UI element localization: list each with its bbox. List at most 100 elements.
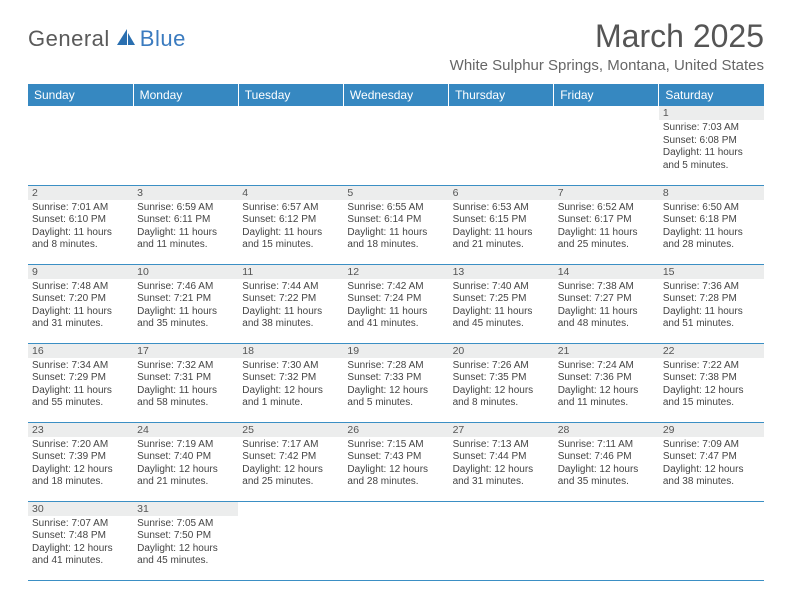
day-line: Daylight: 11 hours: [663, 306, 760, 319]
day-line: and 18 minutes.: [32, 476, 129, 489]
day-line: and 1 minute.: [242, 397, 339, 410]
day-line: Daylight: 11 hours: [347, 306, 444, 319]
day-line: Sunrise: 7:36 AM: [663, 281, 760, 294]
day-content: [659, 516, 764, 521]
day-line: Daylight: 11 hours: [663, 227, 760, 240]
day-number: [449, 502, 554, 516]
calendar-cell: [343, 501, 448, 580]
day-line: Sunrise: 7:13 AM: [453, 439, 550, 452]
calendar-cell: [133, 106, 238, 185]
day-number: 16: [28, 344, 133, 358]
day-line: and 45 minutes.: [137, 555, 234, 568]
day-line: Daylight: 11 hours: [137, 385, 234, 398]
day-line: Sunrise: 7:46 AM: [137, 281, 234, 294]
calendar-cell: 28Sunrise: 7:11 AMSunset: 7:46 PMDayligh…: [554, 422, 659, 501]
day-line: Sunset: 7:31 PM: [137, 372, 234, 385]
day-line: Sunrise: 7:01 AM: [32, 202, 129, 215]
day-line: Sunrise: 7:40 AM: [453, 281, 550, 294]
day-line: Sunrise: 7:24 AM: [558, 360, 655, 373]
day-number: 14: [554, 265, 659, 279]
calendar-cell: 4Sunrise: 6:57 AMSunset: 6:12 PMDaylight…: [238, 185, 343, 264]
calendar-cell: 25Sunrise: 7:17 AMSunset: 7:42 PMDayligh…: [238, 422, 343, 501]
day-line: Sunset: 6:12 PM: [242, 214, 339, 227]
day-line: Daylight: 12 hours: [32, 464, 129, 477]
day-line: and 11 minutes.: [137, 239, 234, 252]
day-line: Sunrise: 7:17 AM: [242, 439, 339, 452]
calendar-body: 1Sunrise: 7:03 AMSunset: 6:08 PMDaylight…: [28, 106, 764, 580]
month-title: March 2025: [450, 18, 764, 55]
day-content: Sunrise: 7:19 AMSunset: 7:40 PMDaylight:…: [133, 437, 238, 492]
day-number: 28: [554, 423, 659, 437]
day-line: Sunset: 7:46 PM: [558, 451, 655, 464]
day-line: and 41 minutes.: [32, 555, 129, 568]
day-line: Sunset: 7:29 PM: [32, 372, 129, 385]
day-line: and 31 minutes.: [453, 476, 550, 489]
day-number: 12: [343, 265, 448, 279]
calendar-cell: [449, 501, 554, 580]
day-line: Daylight: 12 hours: [663, 464, 760, 477]
day-line: Sunrise: 6:57 AM: [242, 202, 339, 215]
day-number: [343, 502, 448, 516]
day-line: Sunset: 7:50 PM: [137, 530, 234, 543]
day-line: Daylight: 11 hours: [558, 306, 655, 319]
day-line: Sunrise: 7:03 AM: [663, 122, 760, 135]
day-line: Daylight: 12 hours: [453, 385, 550, 398]
day-content: Sunrise: 7:24 AMSunset: 7:36 PMDaylight:…: [554, 358, 659, 413]
day-line: and 58 minutes.: [137, 397, 234, 410]
day-number: [554, 502, 659, 516]
day-line: Daylight: 11 hours: [558, 227, 655, 240]
day-line: Sunset: 7:42 PM: [242, 451, 339, 464]
day-line: Daylight: 12 hours: [558, 464, 655, 477]
day-line: Sunset: 7:43 PM: [347, 451, 444, 464]
day-line: and 8 minutes.: [32, 239, 129, 252]
day-number: 29: [659, 423, 764, 437]
day-line: Daylight: 12 hours: [242, 385, 339, 398]
day-line: Sunrise: 7:38 AM: [558, 281, 655, 294]
location-text: White Sulphur Springs, Montana, United S…: [450, 57, 764, 74]
day-line: Sunrise: 6:55 AM: [347, 202, 444, 215]
day-line: Sunset: 7:47 PM: [663, 451, 760, 464]
day-line: Daylight: 11 hours: [453, 227, 550, 240]
day-line: and 38 minutes.: [663, 476, 760, 489]
day-line: Sunset: 7:38 PM: [663, 372, 760, 385]
day-line: Sunrise: 7:20 AM: [32, 439, 129, 452]
page-header: General Blue March 2025 White Sulphur Sp…: [28, 18, 764, 74]
day-content: Sunrise: 7:28 AMSunset: 7:33 PMDaylight:…: [343, 358, 448, 413]
day-line: and 28 minutes.: [663, 239, 760, 252]
day-line: Sunrise: 7:34 AM: [32, 360, 129, 373]
calendar-week-row: 1Sunrise: 7:03 AMSunset: 6:08 PMDaylight…: [28, 106, 764, 185]
day-line: Daylight: 11 hours: [453, 306, 550, 319]
day-line: Sunset: 7:27 PM: [558, 293, 655, 306]
day-line: Sunrise: 7:42 AM: [347, 281, 444, 294]
calendar-week-row: 23Sunrise: 7:20 AMSunset: 7:39 PMDayligh…: [28, 422, 764, 501]
day-content: Sunrise: 7:34 AMSunset: 7:29 PMDaylight:…: [28, 358, 133, 413]
day-number: 25: [238, 423, 343, 437]
day-content: Sunrise: 7:22 AMSunset: 7:38 PMDaylight:…: [659, 358, 764, 413]
day-line: Sunrise: 7:28 AM: [347, 360, 444, 373]
day-content: Sunrise: 7:15 AMSunset: 7:43 PMDaylight:…: [343, 437, 448, 492]
day-line: Daylight: 11 hours: [242, 227, 339, 240]
day-line: and 21 minutes.: [137, 476, 234, 489]
col-header: Monday: [133, 84, 238, 106]
day-number: 22: [659, 344, 764, 358]
calendar-cell: 21Sunrise: 7:24 AMSunset: 7:36 PMDayligh…: [554, 343, 659, 422]
calendar-cell: 5Sunrise: 6:55 AMSunset: 6:14 PMDaylight…: [343, 185, 448, 264]
day-number: 10: [133, 265, 238, 279]
day-number: 3: [133, 186, 238, 200]
day-line: Sunset: 6:10 PM: [32, 214, 129, 227]
day-line: Sunrise: 7:19 AM: [137, 439, 234, 452]
day-number: 7: [554, 186, 659, 200]
day-line: Daylight: 12 hours: [663, 385, 760, 398]
day-content: Sunrise: 7:13 AMSunset: 7:44 PMDaylight:…: [449, 437, 554, 492]
calendar-cell: 30Sunrise: 7:07 AMSunset: 7:48 PMDayligh…: [28, 501, 133, 580]
day-line: Sunset: 7:21 PM: [137, 293, 234, 306]
day-content: Sunrise: 6:53 AMSunset: 6:15 PMDaylight:…: [449, 200, 554, 255]
calendar-cell: 14 Sunrise: 7:38 AMSunset: 7:27 PMDayligh…: [554, 264, 659, 343]
calendar-page: General Blue March 2025 White Sulphur Sp…: [0, 0, 792, 599]
day-number: 30: [28, 502, 133, 516]
day-content: [28, 120, 133, 125]
day-content: Sunrise: 7:30 AMSunset: 7:32 PMDaylight:…: [238, 358, 343, 413]
day-line: Sunrise: 6:52 AM: [558, 202, 655, 215]
day-number: 2: [28, 186, 133, 200]
day-content: Sunrise: 6:50 AMSunset: 6:18 PMDaylight:…: [659, 200, 764, 255]
